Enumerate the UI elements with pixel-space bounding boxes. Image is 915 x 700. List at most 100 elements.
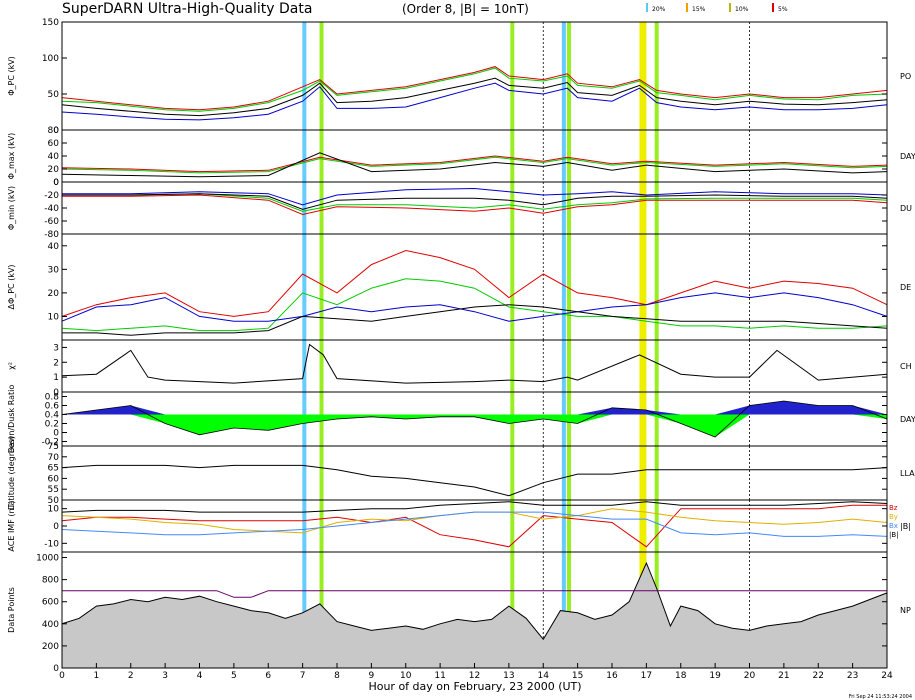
event-band	[561, 340, 566, 392]
y-tick-label: 40	[48, 242, 60, 252]
panel-frame	[61, 129, 888, 183]
y-tick-label: -40	[44, 204, 59, 214]
event-band	[510, 500, 515, 552]
x-tick-label: 23	[847, 671, 858, 681]
npoints-threshold-line	[62, 590, 887, 598]
y-tick-label: 0	[53, 664, 59, 674]
panel-frame	[61, 233, 888, 341]
series-line	[62, 304, 888, 336]
timestamp: Fri Sep 24 11:53:24 2004	[849, 694, 912, 700]
event-band	[302, 446, 307, 500]
event-band	[639, 234, 647, 340]
y-tick-label: 0	[53, 429, 59, 439]
event-band	[510, 130, 515, 182]
right-label: CH	[900, 362, 912, 371]
event-band	[561, 182, 566, 234]
x-tick-label: 2	[128, 671, 134, 681]
x-tick-label: 0	[59, 671, 65, 681]
event-band	[639, 446, 647, 500]
y-tick-label: 400	[42, 620, 59, 630]
y-tick-label: 600	[42, 598, 59, 608]
series-line	[61, 464, 888, 497]
event-band	[639, 182, 647, 234]
y-tick-label: 70	[48, 453, 60, 463]
panel-chi: 0 1 2 3 χ² CH	[7, 339, 912, 398]
y-axis-label: ACE IMF (nT)	[7, 500, 16, 551]
panel-frame	[61, 21, 888, 131]
event-band	[654, 22, 659, 130]
x-tick-label: 9	[369, 671, 375, 681]
x-axis-label: Hour of day on February, 23 2000 (UT)	[368, 680, 581, 693]
series-line	[62, 194, 888, 216]
y-axis-label: Data Points	[7, 587, 16, 633]
y-tick-label: 55	[48, 485, 59, 495]
y-tick-label: 1000	[36, 554, 59, 564]
y-tick-label: -0.2	[41, 438, 59, 448]
panel-frame	[61, 339, 888, 393]
series-line	[61, 82, 888, 121]
event-band	[654, 500, 659, 552]
series-line	[62, 193, 888, 212]
event-band	[654, 234, 659, 340]
event-band	[510, 234, 515, 340]
right-label: DAY	[900, 415, 915, 424]
imf-legend-label: By	[889, 513, 898, 521]
y-tick-label: 0	[53, 126, 59, 136]
event-band	[302, 552, 307, 668]
dusk-fill	[62, 414, 887, 437]
y-axis-label: Latitude (degrees)	[7, 436, 16, 510]
y-tick-label: 65	[48, 464, 59, 474]
y-tick-label: -10	[44, 539, 59, 549]
y-tick-label: 75	[48, 442, 59, 452]
dawn-fill	[62, 401, 887, 415]
y-tick-label: 0	[53, 178, 59, 188]
event-band	[319, 130, 324, 182]
event-band	[639, 392, 647, 446]
series-line	[61, 66, 888, 111]
y-tick-label: 0.4	[45, 411, 60, 421]
y-axis-label: Φ_min (kV)	[7, 186, 16, 230]
x-tick-label: 13	[503, 671, 514, 681]
y-tick-label: 60	[48, 139, 60, 149]
event-band	[654, 446, 659, 500]
x-tick-label: 10	[400, 671, 412, 681]
x-tick-label: 18	[675, 671, 687, 681]
event-band	[561, 130, 566, 182]
y-axis-label: χ²	[7, 362, 16, 370]
y-tick-label: -20	[44, 191, 59, 201]
x-tick-label: 3	[162, 671, 168, 681]
y-axis-label: Φ_PC (kV)	[7, 56, 16, 96]
y-axis-label: ΔΦ_PC (kV)	[7, 264, 16, 309]
event-band	[654, 340, 659, 392]
series-line	[61, 249, 888, 317]
right-label: LLA	[900, 469, 915, 478]
data-points-area	[61, 561, 888, 669]
x-tick-label: 6	[265, 671, 271, 681]
y-tick-label: 0	[53, 388, 59, 398]
y-tick-label: 0.6	[45, 402, 60, 412]
panel-frame	[61, 445, 888, 501]
series-line	[61, 156, 888, 174]
y-tick-label: 10	[48, 505, 60, 515]
y-tick-label: -80	[44, 230, 59, 240]
series-line	[61, 501, 888, 513]
y-tick-label: 50	[48, 90, 60, 100]
right-label: NP	[900, 606, 911, 615]
imf-legend-label: |B|	[889, 531, 899, 539]
event-band	[302, 500, 307, 552]
event-band	[319, 446, 324, 500]
x-tick-label: 14	[538, 671, 550, 681]
ratio-line	[61, 400, 888, 438]
event-band	[319, 234, 324, 340]
panel-phi_max: 0 20 40 60 80 Φ_max (kV) DAY	[7, 126, 915, 188]
right-label: DU	[900, 204, 912, 213]
imf-legend-label: Bz	[889, 504, 898, 512]
x-tick-label: 11	[434, 671, 445, 681]
y-tick-label: 0.2	[45, 420, 59, 430]
x-axis: 0 1 2 3 4 5 6 7 8 9 10 11 12 13 14 15 16 17 18 19 20 21 22 23 24	[59, 663, 893, 681]
event-band	[319, 340, 324, 392]
y-tick-label: 1	[53, 373, 59, 383]
event-band	[561, 446, 566, 500]
event-band	[319, 500, 324, 552]
